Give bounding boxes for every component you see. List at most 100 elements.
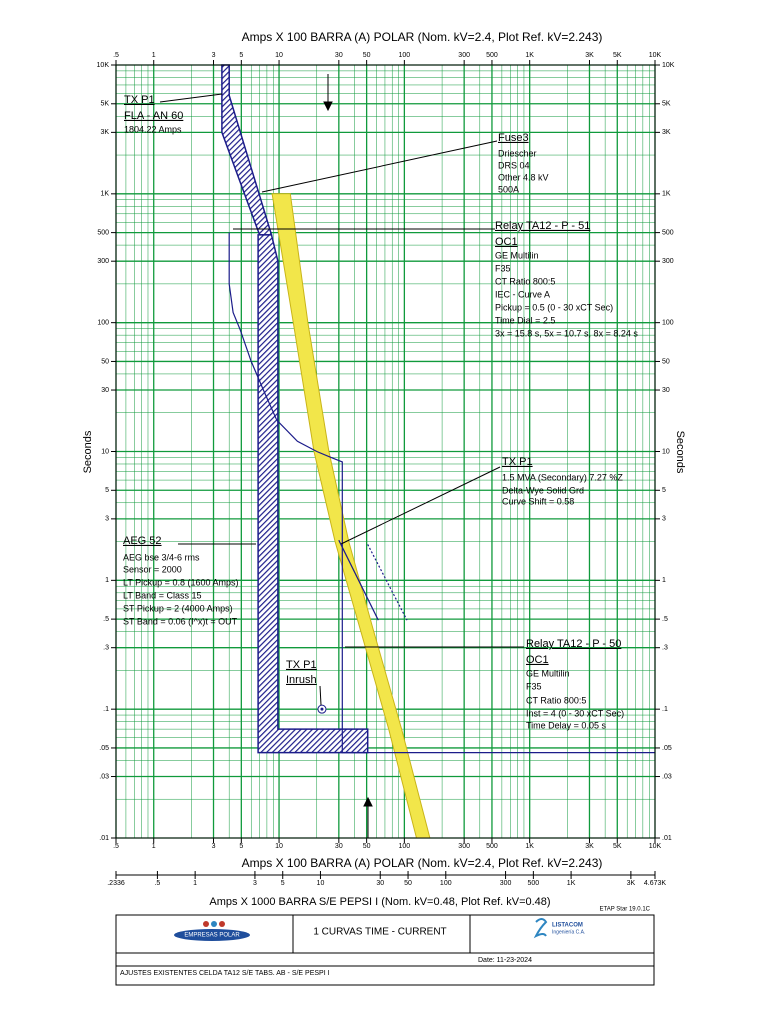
annotation-heading: AEG 52: [123, 535, 162, 547]
x-tick-label: 300: [458, 843, 470, 850]
annotation-line: 1804.22 Amps: [124, 124, 182, 134]
x-tick-label: 500: [486, 843, 498, 850]
logo-dot: [211, 921, 217, 927]
x-tick-label: 5K: [613, 52, 622, 59]
x2-tick-label: 50: [404, 880, 412, 887]
x2-tick-label: 4.673K: [644, 880, 667, 887]
y-tick-label: 5K: [662, 101, 671, 108]
y-tick-label: 1K: [662, 191, 671, 198]
curve: [228, 232, 655, 754]
annotation-line: Driescher: [498, 148, 537, 158]
leader: [261, 140, 498, 193]
y-tick-label: 300: [662, 258, 674, 265]
y-tick-label: .1: [103, 706, 109, 713]
x-tick-label: 100: [399, 52, 411, 59]
annotation-heading: TX P1: [286, 659, 317, 671]
leader: [340, 466, 501, 545]
curve: [338, 539, 379, 621]
x-tick-label: 50: [363, 843, 371, 850]
logo-ellipse: [174, 929, 250, 941]
description: AJUSTES EXISTENTES CELDA TA12 S/E TABS. …: [120, 970, 330, 977]
y-tick-label: 1: [662, 577, 666, 584]
y-tick-label: 5K: [100, 101, 109, 108]
annotation-line: LT Pickup = 0.8 (1600 Amps): [123, 577, 238, 587]
y-tick-label: .05: [99, 745, 109, 752]
y-tick-label: .3: [103, 645, 109, 652]
annotation-line: AEG bse 3/4-6 rms: [123, 552, 200, 562]
y-tick-label: 10K: [97, 62, 110, 69]
annotation-line: Sensor = 2000: [123, 564, 182, 574]
plot-frame: [115, 64, 656, 839]
x-tick-label: 1K: [525, 52, 534, 59]
x-tick-label: 3K: [585, 843, 594, 850]
y-tick-label: 1: [105, 577, 109, 584]
x-tick-label: 30: [335, 52, 343, 59]
annotation-line: F35: [495, 263, 511, 273]
annotation-line: F35: [526, 681, 542, 691]
y-tick-label: 1K: [100, 191, 109, 198]
y-tick-label: .5: [103, 616, 109, 623]
annotation-line: CT Ratio 800:5: [526, 695, 586, 705]
y-tick-label: 500: [662, 229, 674, 236]
annotation-line: GE Multilin: [526, 668, 570, 678]
annotation-line: 500A: [498, 184, 519, 194]
x-tick-label: 1K: [525, 843, 534, 850]
annotation-heading: TX P1: [124, 94, 155, 106]
y-tick-label: .1: [662, 706, 668, 713]
logo-right-mark: [533, 918, 548, 939]
x-tick-label: 500: [486, 52, 498, 59]
y-tick-label: 3: [105, 516, 109, 523]
annotation-line: Time Delay = 0.05 s: [526, 720, 606, 730]
annotation-line: 1.5 MVA (Secondary) 7.27 %Z: [502, 472, 623, 482]
arrow-head: [363, 796, 373, 807]
y-tick-label: 10K: [662, 62, 675, 69]
x2-tick-label: .2336: [107, 880, 125, 887]
x2-tick-label: 100: [440, 880, 452, 887]
x-tick-label: 10K: [649, 52, 662, 59]
title-block: EMPRESAS POLAR 1 CURVAS TIME - CURRENT L…: [115, 914, 655, 986]
x2-tick-label: 300: [500, 880, 512, 887]
leader: [319, 685, 322, 706]
x-tick-label: 10: [275, 52, 283, 59]
y-tick-label: 3K: [662, 129, 671, 136]
y-tick-label: .01: [662, 835, 672, 842]
y-tick-label: 10: [101, 448, 109, 455]
annotation-line: DRS 04: [498, 160, 530, 170]
x2-tick-label: 3K: [627, 880, 636, 887]
annotation-line: CT Ratio 800:5: [495, 276, 555, 286]
logo-right-sub: Ingeniería C.A.: [552, 929, 585, 935]
y-tick-label: 50: [662, 358, 670, 365]
curves: [221, 64, 655, 839]
logo-dot: [203, 921, 209, 927]
hatched-band: [257, 234, 369, 754]
software-label: ETAP Star 19.0.1C: [600, 907, 651, 913]
x-tick-label: 1: [152, 52, 156, 59]
annotation-line: Curve Shift = 0.58: [502, 496, 574, 506]
annotation-line: Other 4.8 kV: [498, 172, 549, 182]
y-tick-label: 3K: [100, 129, 109, 136]
x-tick-label: 3K: [585, 52, 594, 59]
date: Date: 11-23-2024: [478, 957, 532, 964]
leaders: [159, 74, 524, 838]
annotation-heading: Inrush: [286, 674, 317, 686]
arrow-head: [323, 101, 333, 112]
y-tick-label: .5: [662, 616, 668, 623]
x2-tick-label: 1K: [567, 880, 576, 887]
x-axis-title-top: Amps X 100 BARRA (A) POLAR (Nom. kV=2.4,…: [242, 30, 603, 44]
annotation-heading: OC1: [526, 654, 549, 666]
annotations: TX P1 FLA - AN 60 1804.22 Amps Fuse3 Driesch…: [123, 94, 638, 730]
annotation-heading: TX P1: [502, 456, 533, 468]
y-tick-label: 3: [662, 516, 666, 523]
logo-dot: [219, 921, 225, 927]
y-tick-label: .03: [99, 773, 109, 780]
x-tick-label: 5: [239, 52, 243, 59]
annotation-line: 3x = 15.8 s, 5x = 10.7 s, 8x = 8.24 s: [495, 328, 638, 338]
y-tick-label: .03: [662, 773, 672, 780]
inrush-dot: [320, 707, 324, 711]
x-tick-label: 300: [458, 52, 470, 59]
x-axis-title-bottom: Amps X 100 BARRA (A) POLAR (Nom. kV=2.4,…: [242, 856, 603, 870]
y-tick-label: .01: [99, 835, 109, 842]
logo-right-name: LISTACOM: [552, 923, 583, 929]
y-tick-label: .3: [662, 645, 668, 652]
annotation-heading: FLA - AN 60: [124, 110, 183, 122]
